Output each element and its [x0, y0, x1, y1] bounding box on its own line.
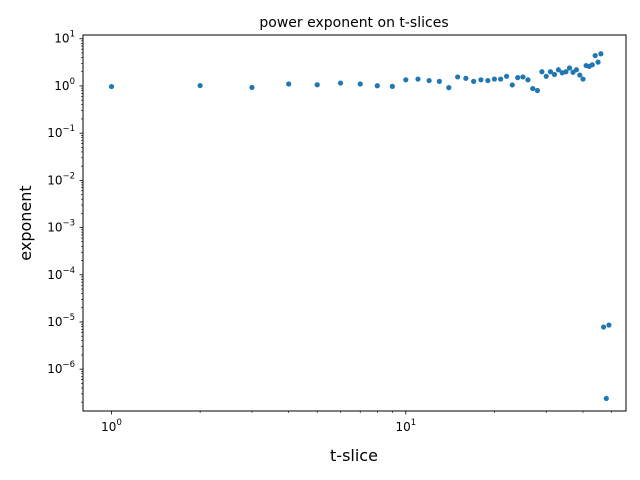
data-point	[374, 83, 380, 89]
data-point	[530, 85, 536, 92]
chart-title: power exponent on t-slices	[259, 15, 448, 31]
data-point	[426, 77, 432, 84]
data-point	[547, 69, 554, 75]
data-point	[108, 83, 115, 90]
data-points	[108, 51, 612, 402]
data-point	[463, 75, 469, 81]
data-point	[589, 62, 595, 68]
data-point	[509, 82, 515, 88]
plot-frame	[82, 34, 627, 412]
data-point	[491, 76, 497, 82]
data-point	[415, 76, 421, 82]
data-point	[337, 80, 344, 86]
data-point	[580, 76, 586, 82]
data-point	[455, 74, 461, 80]
data-point	[286, 81, 292, 87]
data-point	[314, 82, 320, 88]
data-point	[446, 85, 452, 91]
data-point	[478, 77, 484, 83]
data-point	[566, 65, 573, 71]
data-point	[436, 78, 442, 84]
data-point	[592, 52, 598, 59]
data-point	[197, 82, 203, 89]
data-point	[534, 87, 541, 94]
data-point	[485, 77, 491, 84]
data-point	[249, 84, 255, 91]
data-point	[498, 76, 504, 82]
data-point	[555, 67, 562, 73]
data-point	[471, 78, 477, 84]
data-point	[573, 67, 580, 73]
data-point	[595, 59, 601, 65]
data-point	[606, 322, 612, 328]
data-point	[525, 77, 531, 83]
data-point	[551, 71, 558, 78]
data-point	[563, 69, 569, 75]
data-point	[389, 83, 395, 89]
data-point	[603, 395, 609, 402]
data-point	[598, 51, 604, 57]
data-point	[539, 69, 545, 75]
data-point	[403, 77, 409, 83]
data-point	[520, 74, 526, 80]
y-axis-label: exponent	[16, 185, 35, 260]
x-axis-label: t-slice	[330, 446, 378, 465]
data-point	[543, 73, 549, 79]
data-point	[357, 81, 363, 87]
data-point	[577, 72, 583, 78]
data-point	[503, 73, 510, 79]
data-point	[601, 324, 607, 330]
data-point	[515, 75, 521, 81]
